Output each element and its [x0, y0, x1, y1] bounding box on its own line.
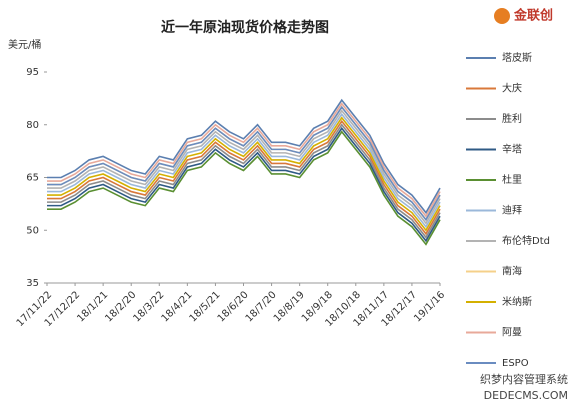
- legend-label: 米纳斯: [502, 295, 532, 308]
- series-line: [47, 112, 441, 229]
- series-line: [47, 123, 441, 239]
- y-tick-label: 65: [26, 173, 39, 184]
- y-axis-label: 美元/桶: [8, 38, 41, 51]
- watermark: 织梦内容管理系统: [480, 372, 568, 386]
- series-line: [47, 126, 441, 243]
- legend-label: 辛塔: [502, 143, 522, 156]
- legend-label: 大庆: [502, 82, 522, 95]
- y-tick-label: 80: [26, 120, 39, 131]
- legend-label: 塔皮斯: [502, 51, 532, 64]
- x-tick-label: 19/1/16: [412, 289, 447, 324]
- y-tick-label: 35: [26, 278, 39, 289]
- legend-label: ESPO: [502, 358, 529, 369]
- legend-label: 胜利: [502, 113, 522, 125]
- legend-label: 南海: [502, 265, 522, 278]
- series-line: [47, 109, 441, 225]
- legend-label: 迪拜: [502, 205, 522, 217]
- legend-label: 杜里: [502, 173, 522, 186]
- series-line: [47, 119, 441, 236]
- y-tick-label: 50: [26, 225, 39, 236]
- y-tick-label: 95: [26, 67, 39, 78]
- series-line: [47, 130, 441, 246]
- logo-icon: [494, 8, 510, 24]
- chart-title: 近一年原油现货价格走势图: [161, 19, 329, 36]
- logo: 金联创: [513, 8, 553, 24]
- legend-label: 布伦特Dtd: [502, 234, 550, 247]
- watermark: DEDECMS.COM: [484, 389, 568, 402]
- series-line: [47, 102, 441, 218]
- legend-label: 阿曼: [502, 327, 522, 339]
- series-line: [47, 116, 441, 232]
- series-line: [47, 105, 441, 222]
- series-line: [47, 98, 441, 215]
